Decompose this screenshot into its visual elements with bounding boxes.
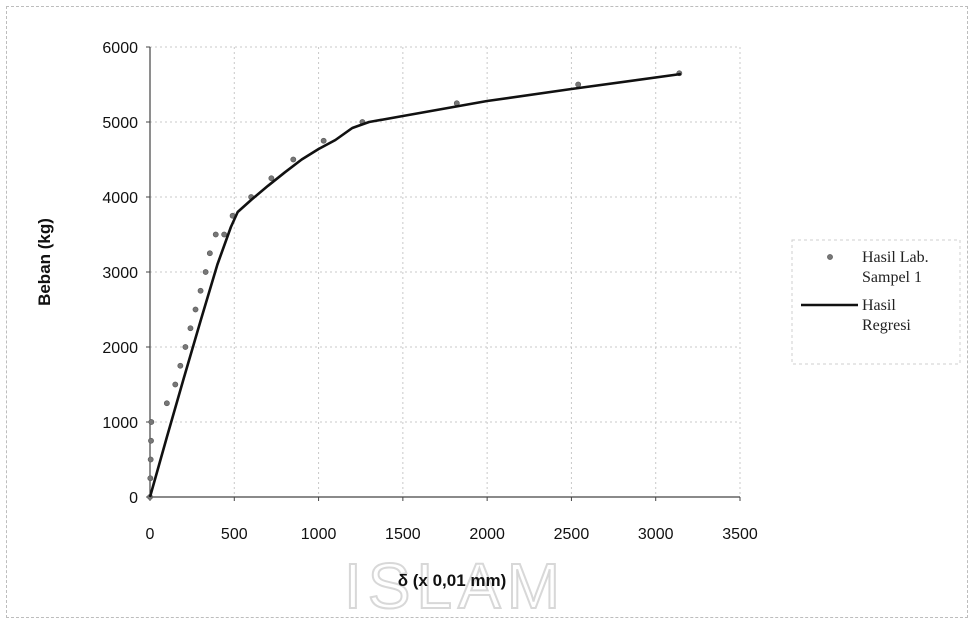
x-tick-label: 1500	[385, 526, 421, 543]
x-tick-label: 500	[221, 526, 248, 543]
legend-label: Hasil	[862, 297, 896, 314]
watermark-text: ISLAM	[344, 550, 566, 622]
tick-labels: 0 1000 2000 3000 4000 5000 6000 0 500 1000 1500 200…	[102, 40, 757, 543]
data-point	[172, 381, 179, 388]
x-tick-label: 0	[146, 526, 155, 543]
legend-label: Regresi	[862, 317, 911, 334]
y-tick-label: 6000	[102, 40, 138, 57]
y-axis-title: Beban (kg)	[35, 218, 54, 306]
y-tick-label: 2000	[102, 340, 138, 357]
legend-marker-dot	[827, 254, 833, 260]
x-tick-label: 3000	[638, 526, 674, 543]
gridlines	[150, 46, 741, 497]
x-tick-label: 3500	[722, 526, 758, 543]
legend-label: Sampel 1	[862, 269, 922, 286]
data-point	[187, 325, 194, 332]
data-point	[212, 231, 219, 238]
legend-box	[791, 239, 961, 365]
data-point	[177, 362, 184, 369]
y-tick-label: 4000	[102, 190, 138, 207]
data-point	[192, 306, 199, 313]
x-tick-label: 2000	[469, 526, 505, 543]
legend-label: Hasil Lab.	[862, 249, 929, 266]
data-point	[147, 475, 154, 482]
data-point	[148, 437, 154, 444]
data-point	[147, 456, 154, 463]
data-point	[575, 81, 582, 88]
x-tick-label: 1000	[301, 526, 337, 543]
data-point	[206, 250, 213, 257]
data-point	[320, 137, 327, 144]
data-point	[221, 231, 228, 238]
data-point	[148, 419, 155, 425]
chart-frame	[6, 6, 968, 618]
legend: Hasil Lab. Sampel 1 Hasil Regresi	[791, 239, 961, 365]
data-point	[268, 175, 275, 182]
regression-line	[148, 72, 682, 498]
data-point	[290, 156, 297, 163]
data-point	[202, 269, 209, 275]
y-tick-label: 5000	[102, 115, 138, 132]
series	[147, 70, 683, 500]
data-point	[163, 400, 170, 407]
x-tick-label: 2500	[554, 526, 590, 543]
data-point	[182, 344, 189, 350]
y-tick-label: 0	[129, 490, 138, 507]
axes	[146, 46, 741, 501]
y-tick-label: 3000	[102, 265, 138, 282]
x-axis-title: δ (x 0,01 mm)	[398, 571, 507, 590]
y-tick-label: 1000	[102, 415, 138, 432]
data-point	[197, 287, 204, 294]
